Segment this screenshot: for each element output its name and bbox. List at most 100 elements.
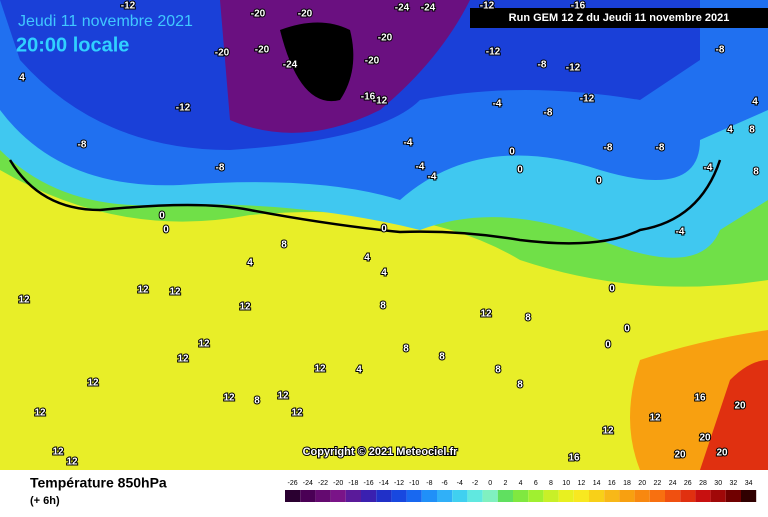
zone-coldcore bbox=[280, 22, 354, 102]
map-label: 4 bbox=[19, 73, 25, 84]
zone-red bbox=[700, 360, 768, 470]
map-label: -8 bbox=[216, 163, 225, 174]
legend-label: -6 bbox=[441, 480, 447, 487]
map-label: -16 bbox=[571, 1, 586, 12]
map-label: -8 bbox=[544, 108, 553, 119]
map-label: -8 bbox=[538, 60, 547, 71]
map-label: -8 bbox=[604, 143, 613, 154]
legend-label: -12 bbox=[394, 480, 404, 487]
footer-subtitle: (+ 6h) bbox=[30, 495, 60, 507]
map-label: 0 bbox=[624, 324, 630, 335]
legend-label: 0 bbox=[488, 480, 492, 487]
legend-label: 22 bbox=[654, 480, 662, 487]
legend-swatch bbox=[300, 490, 316, 502]
map-label: 20 bbox=[716, 448, 728, 459]
map-label: -20 bbox=[251, 9, 266, 20]
map-label: 12 bbox=[602, 426, 614, 437]
legend-label: -14 bbox=[379, 480, 389, 487]
map-label: 12 bbox=[277, 391, 289, 402]
legend-swatch bbox=[513, 490, 529, 502]
map-label: 0 bbox=[163, 225, 169, 236]
map-label: 4 bbox=[727, 125, 733, 136]
legend-swatch bbox=[634, 490, 650, 502]
map-label: 12 bbox=[223, 393, 235, 404]
map-label: -16 bbox=[361, 92, 376, 103]
legend-label: -2 bbox=[472, 480, 478, 487]
map-label: 12 bbox=[198, 339, 210, 350]
legend-label: 2 bbox=[503, 480, 507, 487]
map-label: -12 bbox=[121, 1, 136, 12]
legend-label: 26 bbox=[684, 480, 692, 487]
legend-swatch bbox=[452, 490, 468, 502]
legend-label: 12 bbox=[578, 480, 586, 487]
legend-swatch bbox=[467, 490, 483, 502]
run-info: Run GEM 12 Z du Jeudi 11 novembre 2021 bbox=[509, 12, 730, 24]
legend-swatch bbox=[649, 490, 665, 502]
map-label: 20 bbox=[699, 433, 711, 444]
legend-swatch bbox=[543, 490, 559, 502]
map-label: 0 bbox=[609, 284, 615, 295]
legend-label: -8 bbox=[426, 480, 432, 487]
map-label: -8 bbox=[78, 140, 87, 151]
map-label: 0 bbox=[517, 165, 523, 176]
map-label: -4 bbox=[428, 172, 437, 183]
map-label: 12 bbox=[291, 408, 303, 419]
map-label: -20 bbox=[215, 48, 230, 59]
legend-label: 8 bbox=[549, 480, 553, 487]
map-label: -12 bbox=[176, 103, 191, 114]
legend-swatch bbox=[482, 490, 498, 502]
legend-label: -22 bbox=[318, 480, 328, 487]
legend-label: 30 bbox=[714, 480, 722, 487]
legend-label: 14 bbox=[593, 480, 601, 487]
legend-swatch bbox=[589, 490, 605, 502]
map-label: 8 bbox=[517, 380, 523, 391]
map-label: -4 bbox=[676, 227, 685, 238]
map-label: 4 bbox=[381, 268, 387, 279]
map-label: 12 bbox=[239, 302, 251, 313]
map-label: 12 bbox=[18, 295, 30, 306]
map-label: 0 bbox=[509, 147, 515, 158]
map-label: 8 bbox=[439, 352, 445, 363]
map-label: 16 bbox=[694, 393, 706, 404]
map-label: -4 bbox=[416, 162, 425, 173]
map-label: 8 bbox=[495, 365, 501, 376]
map-label: 12 bbox=[137, 285, 149, 296]
legend-swatch bbox=[376, 490, 392, 502]
legend-label: -20 bbox=[333, 480, 343, 487]
map-label: -12 bbox=[480, 1, 495, 12]
map-label: 8 bbox=[281, 240, 287, 251]
map-label: -24 bbox=[283, 60, 298, 71]
map-label: 8 bbox=[403, 344, 409, 355]
legend-label: 34 bbox=[745, 480, 753, 487]
legend-label: 10 bbox=[562, 480, 570, 487]
zero-isotherm bbox=[8, 159, 722, 245]
legend-swatch bbox=[421, 490, 437, 502]
legend-swatch bbox=[497, 490, 513, 502]
legend-swatch bbox=[680, 490, 696, 502]
map-label: 0 bbox=[605, 340, 611, 351]
map-label: -20 bbox=[365, 56, 380, 67]
map-label: 20 bbox=[674, 450, 686, 461]
legend-swatch bbox=[558, 490, 574, 502]
legend-swatch bbox=[285, 490, 301, 502]
map-label: -24 bbox=[395, 3, 410, 14]
legend-label: -26 bbox=[288, 480, 298, 487]
map-label: 8 bbox=[254, 396, 260, 407]
map-label: -8 bbox=[656, 143, 665, 154]
map-label: -4 bbox=[704, 163, 713, 174]
footer-title: Température 850hPa bbox=[30, 475, 167, 491]
map-label: 12 bbox=[169, 287, 181, 298]
legend-label: 18 bbox=[623, 480, 631, 487]
map-date: Jeudi 11 novembre 2021 bbox=[18, 13, 193, 30]
legend-swatch bbox=[619, 490, 635, 502]
legend-swatch bbox=[330, 490, 346, 502]
run-box bbox=[470, 8, 768, 28]
legend-swatch bbox=[695, 490, 711, 502]
legend-label: -10 bbox=[409, 480, 419, 487]
map-label: 0 bbox=[381, 224, 387, 235]
map-label: 12 bbox=[66, 457, 78, 468]
map-label: -4 bbox=[404, 138, 413, 149]
legend-label: 4 bbox=[519, 480, 523, 487]
legend-label: 24 bbox=[669, 480, 677, 487]
